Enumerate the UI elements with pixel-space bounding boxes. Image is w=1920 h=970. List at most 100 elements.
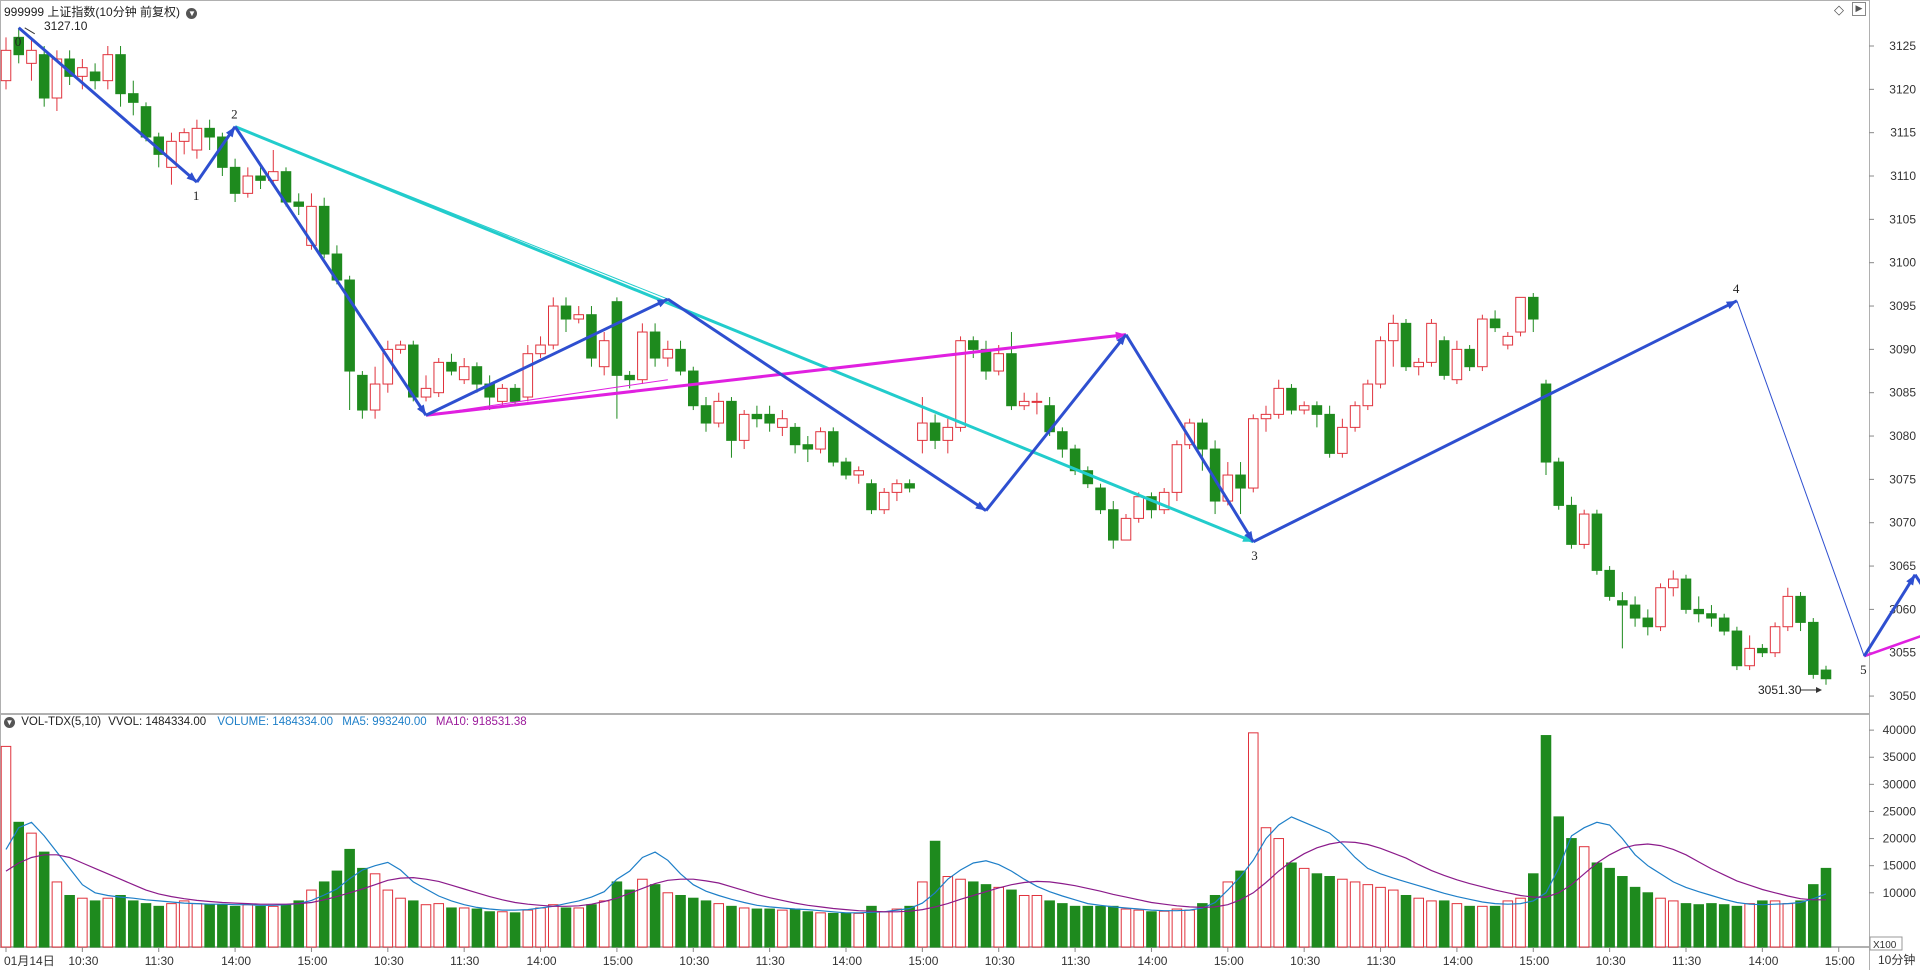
volume-bar <box>1375 886 1386 948</box>
wave-label: 1 <box>193 188 200 203</box>
candle-body <box>318 205 330 255</box>
vvol-value: VVOL: 1484334.00 <box>108 716 207 728</box>
volume-bar <box>395 897 406 948</box>
high-marker-line <box>24 27 35 35</box>
candle-body <box>509 387 521 402</box>
wave-label: 4 <box>1733 281 1740 296</box>
chart-header: 999999 上证指数(10分钟 前复权) ▼ <box>4 3 198 20</box>
volume-bar <box>140 903 152 948</box>
candle-body <box>942 426 954 441</box>
volume-bar <box>980 884 992 948</box>
volume-bar <box>1744 903 1755 948</box>
volume-bar <box>1566 838 1577 948</box>
magenta-thin-line <box>425 379 668 416</box>
candle-body <box>1642 617 1654 628</box>
candle-body <box>1528 296 1539 320</box>
volume-bar <box>675 894 686 948</box>
candle-body <box>700 405 712 424</box>
candle-body <box>1617 600 1628 606</box>
chevron-down-circle-icon[interactable]: ▼ <box>186 8 198 19</box>
volume-tick-label: 10000 <box>1883 886 1917 900</box>
price-tick-label: 3070 <box>1889 516 1916 530</box>
candle-body <box>140 106 152 138</box>
candle-body <box>1018 400 1030 407</box>
volume-bar <box>802 911 814 948</box>
volume-bar <box>1349 881 1361 948</box>
volume-bar <box>1337 878 1348 948</box>
wave-label: 3 <box>1251 548 1258 563</box>
volume-bar <box>662 892 674 948</box>
volume-bar <box>713 903 724 948</box>
candle-body <box>1718 617 1730 632</box>
volume-bar <box>649 884 661 948</box>
candle-body <box>344 279 355 372</box>
volume-bar <box>102 897 114 948</box>
volume-bar <box>1655 897 1666 948</box>
candle-body <box>764 413 775 424</box>
volume-bar <box>1235 870 1246 948</box>
magenta-line-1-arrowhead <box>1115 331 1126 340</box>
candle-body <box>471 366 483 385</box>
volume-bar <box>471 908 483 948</box>
candle-body <box>1184 422 1195 446</box>
candle-body <box>1362 383 1374 407</box>
volume-bar <box>1477 905 1488 948</box>
volume-bar <box>1400 894 1412 948</box>
time-tick-label: 11:30 <box>145 954 174 968</box>
wave-segment-arrowhead <box>186 172 197 183</box>
volume-bar <box>497 911 508 948</box>
volume-bar <box>917 881 928 948</box>
volume-bar <box>1464 905 1475 948</box>
volume-bar <box>1426 900 1437 948</box>
magenta-line-1 <box>425 333 1127 417</box>
time-tick-label: 10:30 <box>679 954 709 968</box>
volume-tick-label: 25000 <box>1883 804 1917 818</box>
volume-bar <box>560 907 572 948</box>
candle-body <box>1706 613 1717 619</box>
candle-body <box>1388 322 1399 342</box>
candle-body <box>1515 296 1526 333</box>
candle-body <box>1248 418 1259 489</box>
candle-body <box>1324 413 1335 454</box>
candle-body <box>1413 361 1425 368</box>
price-tick-label: 3080 <box>1889 429 1916 443</box>
candle-body <box>204 127 215 138</box>
volume-bar <box>1629 886 1641 948</box>
candle-body <box>1566 504 1577 545</box>
volume-bar <box>1451 903 1463 948</box>
volume-bar <box>242 904 254 948</box>
volume-bar <box>1108 905 1119 948</box>
volume-bar <box>1413 897 1425 948</box>
diamond-icon[interactable]: ◇ <box>1834 2 1844 17</box>
price-tick-label: 3105 <box>1889 212 1916 226</box>
volume-bar <box>458 907 470 948</box>
candle-body <box>624 374 635 381</box>
price-tick-label: 3085 <box>1889 386 1916 400</box>
time-tick-label: 10:30 <box>374 954 404 968</box>
candle-body <box>891 483 903 493</box>
volume-tick-label: 35000 <box>1883 750 1917 764</box>
candle-body <box>878 491 890 511</box>
volume-bar <box>853 912 864 948</box>
candle-body <box>611 301 623 376</box>
time-tick-label: 14:00 <box>221 954 251 968</box>
time-tick-label: 14:00 <box>1748 954 1778 968</box>
time-tick-label: 15:00 <box>1519 954 1549 968</box>
volume-tick-label: 15000 <box>1883 859 1917 873</box>
volume-bar <box>446 907 457 948</box>
chevron-down-circle-icon[interactable]: ▼ <box>4 717 15 728</box>
volume-bar <box>1706 903 1717 948</box>
candle-body <box>0 49 12 82</box>
candle-body <box>993 353 1004 372</box>
wave-segment <box>233 125 428 417</box>
volume-bar <box>331 870 343 948</box>
ma5-value: MA5: 993240.00 <box>342 716 427 728</box>
volume-bar <box>1540 735 1552 948</box>
time-tick-label: 10:30 <box>1290 954 1320 968</box>
candle-body <box>1744 647 1755 667</box>
candle-body <box>1375 340 1386 385</box>
candle-body <box>255 175 266 181</box>
volume-bar <box>968 881 979 948</box>
scroll-right-icon[interactable]: ▶ <box>1852 2 1866 16</box>
